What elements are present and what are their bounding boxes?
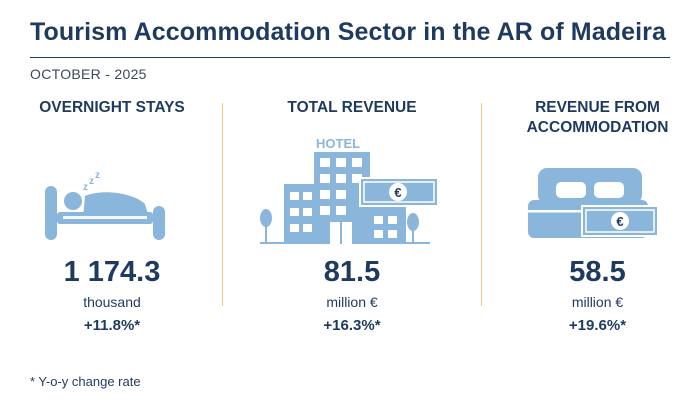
hotel-building-icon: HOTEL — [260, 136, 439, 244]
reference-period: OCTOBER - 2025 — [30, 66, 147, 82]
currency-symbol: € — [616, 214, 623, 229]
indicator-heading: REVENUE FROM ACCOMMODATION — [526, 99, 669, 136]
page-title: Tourism Accommodation Sector in the AR o… — [30, 18, 666, 46]
column-divider — [222, 103, 223, 306]
indicator-unit: million € — [571, 294, 624, 310]
indicator-unit: million € — [326, 294, 378, 310]
indicator-change: +16.3%* — [323, 317, 381, 334]
indicator-heading: TOTAL REVENUE — [287, 99, 417, 116]
indicator-unit: thousand — [83, 294, 141, 310]
column-divider — [481, 103, 482, 306]
indicator-overnight-stays: OVERNIGHT STAYS z z z 1 174.3 thousand +… — [22, 98, 202, 348]
indicator-change: +19.6%* — [568, 317, 627, 334]
indicator-value: 58.5 — [569, 256, 626, 288]
svg-text:z: z — [83, 182, 88, 193]
footnote: * Y-o-y change rate — [30, 374, 141, 389]
double-bed-banknote-icon: € — [528, 168, 659, 238]
svg-text:z: z — [95, 170, 100, 181]
sleeping-person-bed-icon: z z z — [45, 170, 165, 240]
indicator-change: +11.8%* — [83, 317, 141, 334]
indicator-value: 81.5 — [323, 256, 381, 288]
svg-text:z: z — [89, 176, 94, 187]
currency-symbol: € — [394, 185, 401, 200]
indicator-heading: OVERNIGHT STAYS — [39, 99, 185, 116]
indicator-value: 1 174.3 — [63, 256, 161, 288]
indicator-revenue-accommodation: REVENUE FROM ACCOMMODATION € 58.5 millio… — [510, 98, 685, 348]
indicator-total-revenue: TOTAL REVENUE HOTEL — [260, 98, 442, 348]
title-rule — [30, 57, 670, 58]
hotel-sign-label: HOTEL — [316, 136, 360, 151]
